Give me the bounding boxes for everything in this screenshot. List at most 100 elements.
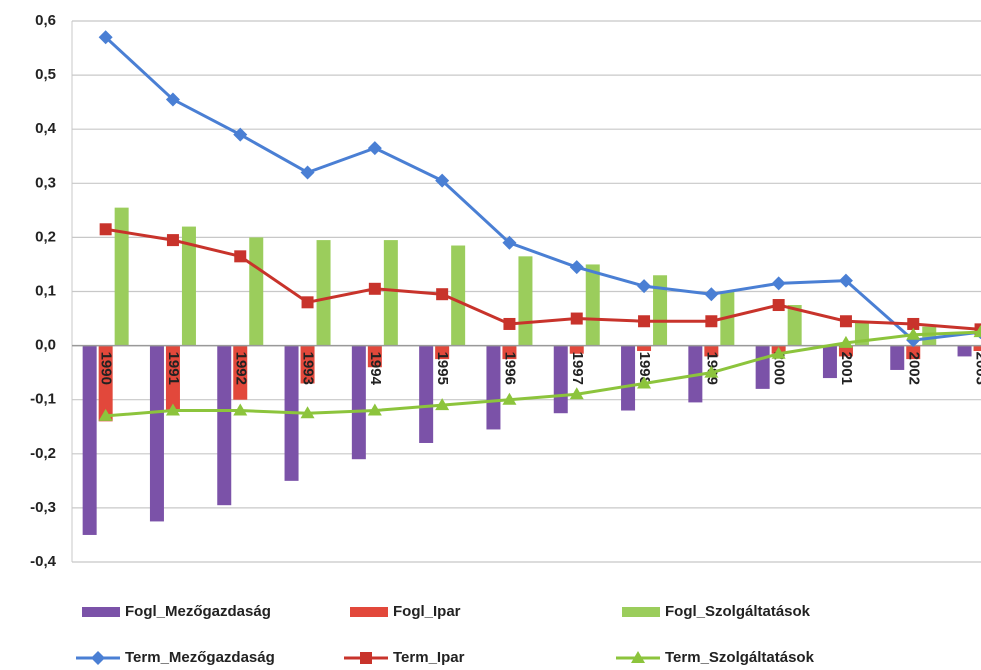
line-marker bbox=[233, 127, 248, 142]
legend-label: Term_Ipar bbox=[393, 649, 465, 666]
line bbox=[105, 330, 981, 418]
legend-swatch bbox=[622, 607, 660, 617]
bar bbox=[838, 345, 853, 357]
bar bbox=[351, 345, 366, 460]
bar bbox=[419, 345, 434, 443]
y-tick-label: 0,2 bbox=[35, 228, 56, 245]
bar bbox=[518, 256, 533, 346]
legend-label: Fogl_Szolgáltatások bbox=[665, 603, 811, 620]
bar bbox=[149, 345, 164, 522]
bar bbox=[637, 345, 652, 352]
line-marker bbox=[99, 223, 112, 236]
bar bbox=[82, 345, 97, 535]
x-tick-label: 1998 bbox=[636, 352, 653, 385]
line-marker bbox=[973, 325, 981, 338]
bar bbox=[165, 345, 180, 411]
bar bbox=[922, 326, 937, 346]
bar bbox=[217, 345, 232, 506]
bar bbox=[249, 237, 264, 346]
line-marker bbox=[907, 317, 920, 330]
bar bbox=[486, 345, 501, 430]
line-marker bbox=[839, 315, 852, 328]
legend-marker bbox=[360, 652, 372, 664]
line-marker bbox=[838, 335, 853, 348]
line-marker bbox=[165, 92, 180, 107]
bar bbox=[383, 240, 398, 346]
line-marker bbox=[165, 403, 180, 416]
line-marker bbox=[435, 398, 450, 411]
bar bbox=[300, 345, 315, 384]
y-tick-label: -0,1 bbox=[30, 391, 56, 408]
line-marker bbox=[98, 30, 113, 45]
line-marker bbox=[300, 406, 315, 419]
y-tick-label: -0,4 bbox=[30, 553, 57, 570]
bar bbox=[181, 226, 196, 346]
legend-marker bbox=[91, 651, 105, 665]
line-marker bbox=[570, 312, 583, 325]
legend-label: Term_Mezőgazdaság bbox=[125, 649, 275, 666]
legend-label: Fogl_Mezőgazdaság bbox=[125, 603, 271, 620]
line-marker bbox=[368, 282, 381, 295]
bar bbox=[553, 345, 568, 414]
x-tick-label: 1997 bbox=[569, 352, 586, 385]
bar bbox=[569, 345, 584, 354]
bar bbox=[367, 345, 382, 368]
legend-swatch bbox=[350, 607, 388, 617]
x-tick-label: 2003 bbox=[973, 352, 981, 385]
y-tick-label: 0,5 bbox=[35, 66, 56, 83]
x-tick-label: 2001 bbox=[838, 352, 855, 385]
bar bbox=[502, 345, 517, 360]
x-tick-label: 1992 bbox=[232, 352, 249, 385]
line-marker bbox=[234, 250, 247, 263]
line-marker bbox=[638, 315, 651, 328]
line-marker bbox=[569, 260, 584, 275]
y-tick-label: 0,4 bbox=[35, 120, 57, 137]
line-marker bbox=[569, 387, 584, 400]
legend-marker bbox=[631, 651, 645, 663]
line-marker bbox=[771, 346, 786, 359]
x-tick-label: 1994 bbox=[367, 352, 384, 386]
line-marker bbox=[771, 276, 786, 291]
x-tick-label: 1993 bbox=[300, 352, 317, 385]
bar bbox=[585, 264, 600, 346]
bar bbox=[755, 345, 770, 389]
x-tick-label: 1996 bbox=[501, 352, 518, 385]
line-marker bbox=[705, 315, 718, 328]
y-tick-label: 0,0 bbox=[35, 337, 56, 354]
bar bbox=[822, 345, 837, 379]
line-marker bbox=[367, 141, 382, 156]
x-tick-label: 2002 bbox=[905, 352, 922, 385]
line-marker bbox=[704, 287, 719, 302]
bar bbox=[114, 207, 129, 346]
y-tick-label: -0,2 bbox=[30, 445, 56, 462]
line-marker bbox=[502, 392, 517, 405]
bar bbox=[704, 345, 719, 357]
line-marker bbox=[637, 376, 652, 389]
bar bbox=[906, 345, 921, 360]
line-marker bbox=[233, 403, 248, 416]
bar bbox=[890, 345, 905, 370]
y-tick-label: 0,1 bbox=[35, 282, 56, 299]
bar bbox=[435, 345, 450, 360]
legend-label: Term_Szolgáltatások bbox=[665, 649, 815, 666]
bar bbox=[973, 345, 981, 352]
x-tick-label: 1995 bbox=[434, 352, 451, 385]
bar bbox=[316, 240, 331, 346]
line-marker bbox=[301, 296, 314, 309]
bar bbox=[653, 275, 668, 346]
x-tick-label: 2000 bbox=[771, 352, 788, 385]
line-marker bbox=[637, 279, 652, 294]
line-marker bbox=[300, 165, 315, 180]
bar bbox=[787, 305, 802, 346]
y-tick-label: -0,3 bbox=[30, 499, 56, 516]
line-marker bbox=[435, 173, 450, 188]
y-tick-label: 0,6 bbox=[35, 12, 56, 29]
line-marker bbox=[166, 234, 179, 247]
line-marker bbox=[367, 403, 382, 416]
line-marker bbox=[503, 317, 516, 330]
line-marker bbox=[502, 235, 517, 250]
line bbox=[105, 227, 981, 331]
line-marker bbox=[838, 273, 853, 288]
line bbox=[104, 36, 981, 342]
